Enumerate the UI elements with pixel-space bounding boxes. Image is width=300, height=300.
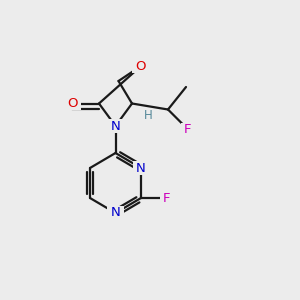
Text: O: O — [136, 59, 146, 73]
Text: F: F — [163, 191, 170, 205]
FancyBboxPatch shape — [181, 123, 194, 135]
FancyBboxPatch shape — [132, 59, 150, 73]
FancyBboxPatch shape — [63, 97, 81, 110]
FancyBboxPatch shape — [107, 206, 124, 220]
Text: N: N — [111, 119, 120, 133]
FancyBboxPatch shape — [142, 110, 155, 122]
FancyBboxPatch shape — [107, 119, 124, 133]
Text: N: N — [136, 161, 146, 175]
Text: H: H — [144, 109, 153, 122]
Text: F: F — [184, 122, 191, 136]
FancyBboxPatch shape — [160, 192, 173, 204]
FancyBboxPatch shape — [133, 161, 149, 175]
Text: N: N — [111, 206, 120, 220]
Text: O: O — [67, 97, 77, 110]
